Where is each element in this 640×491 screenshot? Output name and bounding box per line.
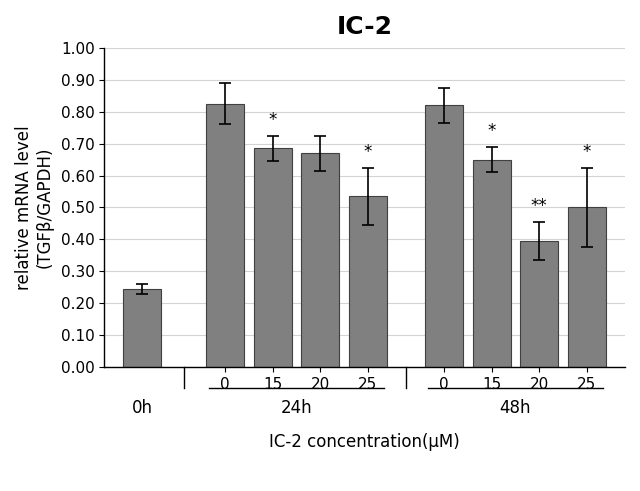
Bar [206, 104, 244, 367]
Text: *: * [582, 143, 591, 161]
Bar [520, 241, 558, 367]
Bar [472, 160, 511, 367]
Title: IC-2: IC-2 [337, 15, 393, 39]
Text: 48h: 48h [500, 399, 531, 417]
Text: 24h: 24h [280, 399, 312, 417]
Text: *: * [488, 122, 496, 140]
Y-axis label: relative mRNA level
(TGFβ/GAPDH): relative mRNA level (TGFβ/GAPDH) [15, 125, 54, 290]
Bar [253, 148, 292, 367]
Text: **: ** [531, 197, 548, 216]
Text: *: * [268, 111, 276, 129]
Bar [568, 208, 606, 367]
Bar [349, 196, 387, 367]
Bar [301, 153, 339, 367]
Bar [425, 106, 463, 367]
Bar [124, 289, 161, 367]
Text: 0h: 0h [132, 399, 153, 417]
X-axis label: IC-2 concentration(μM): IC-2 concentration(μM) [269, 434, 460, 451]
Text: *: * [364, 143, 372, 161]
